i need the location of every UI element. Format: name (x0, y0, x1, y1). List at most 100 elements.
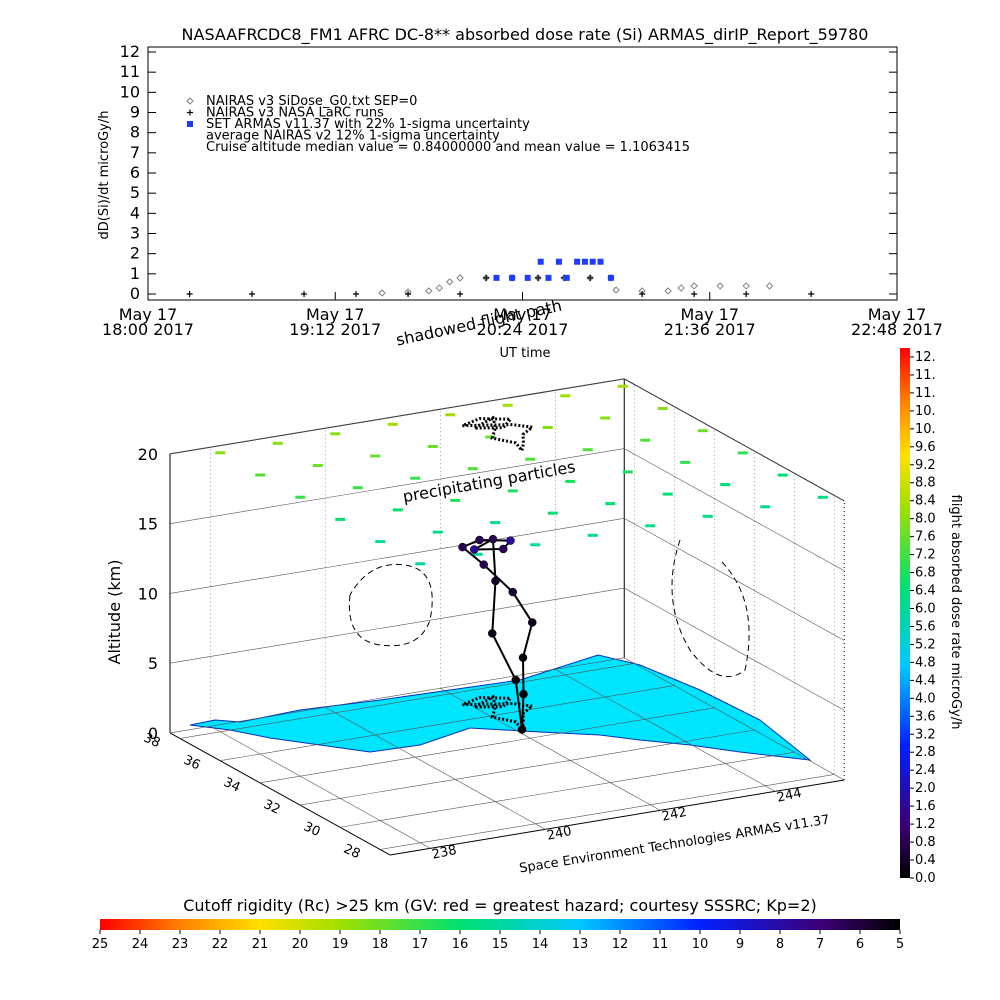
particle (432, 530, 443, 534)
grid-line (624, 448, 845, 571)
grid-line (624, 518, 845, 641)
colorbar-tick-label: 0.4 (915, 853, 936, 868)
x-tick-label: May 17 (119, 305, 178, 324)
marker (612, 286, 620, 294)
colorbar-tick-label: 8.8 (915, 476, 936, 491)
particle (582, 448, 593, 452)
particle (530, 543, 541, 547)
colorbar-tick-label: 20 (292, 937, 309, 952)
grid-line (169, 587, 625, 664)
particle (375, 540, 386, 544)
colorbar-label: flight absorbed dose rate microGy/h (948, 495, 963, 730)
colorbar-label: Cutoff rigidity (Rc) >25 km (GV: red = g… (183, 896, 817, 915)
marker (574, 258, 581, 265)
colorbar-tick-label: 10. (915, 404, 936, 419)
particle (502, 403, 513, 407)
marker (589, 258, 596, 265)
particle (472, 552, 483, 556)
grid-line (339, 751, 795, 828)
flight-point (488, 534, 498, 544)
y-tick-label: 6 (130, 163, 140, 182)
particle (370, 454, 381, 458)
marker (586, 274, 594, 282)
marker (639, 291, 646, 297)
flight-point (499, 544, 508, 554)
colorbar-tick-label: 12 (612, 937, 629, 952)
colorbar-tick-label: 6.4 (915, 584, 936, 599)
colorbar-tick-label: 7.6 (915, 530, 936, 545)
particle (450, 498, 461, 502)
particle (445, 413, 456, 417)
marker (677, 284, 685, 292)
flight-point (511, 675, 520, 685)
marker (187, 109, 193, 116)
particle (777, 473, 788, 477)
marker (597, 258, 604, 265)
particle (605, 502, 616, 506)
marker (563, 274, 570, 281)
grid-line (219, 685, 675, 761)
particle (622, 470, 633, 474)
colorbar-tick-label: 1.2 (915, 817, 936, 832)
colorbar-tick-label: 1.6 (915, 799, 936, 814)
particle (600, 416, 611, 420)
colorbar-tick-label: 14 (532, 937, 549, 952)
flight-point (518, 653, 528, 662)
particle (617, 384, 628, 388)
marker (765, 282, 774, 290)
legend-label: NAIRAS v3 NASA LaRC runs (206, 106, 384, 121)
marker (405, 291, 412, 297)
particle (640, 438, 651, 442)
particle (485, 435, 496, 439)
colorbar-tick-label: 4.0 (915, 691, 936, 706)
flight-point (508, 587, 517, 597)
y-tick-label: 2 (130, 244, 140, 263)
flight-point (488, 629, 497, 638)
particle (662, 492, 673, 496)
marker (607, 274, 614, 281)
grid-line (169, 657, 625, 734)
particle (547, 511, 558, 515)
grid-line (299, 729, 755, 806)
particle (565, 479, 576, 483)
colorbar-tick-label: 2.4 (915, 763, 936, 778)
marker (425, 287, 433, 295)
colorbar-tick-label: 3.2 (915, 727, 936, 742)
marker (482, 274, 490, 282)
colorbar-tick-label: 9.6 (915, 440, 936, 455)
colorbar-tick-label: 11 (652, 937, 669, 952)
particle (525, 457, 536, 461)
colorbar-tick-label: 9.2 (915, 458, 936, 473)
colorbar-tick-label: 2.0 (915, 781, 936, 796)
y-tick-label: 10 (120, 82, 140, 101)
grid-line (624, 587, 845, 711)
particle (272, 441, 283, 445)
grid-line (169, 518, 625, 594)
y-tick-label: 8 (130, 123, 140, 142)
colorbar-tick-label: 0.0 (915, 871, 936, 886)
flight-point (475, 535, 484, 545)
y-axis-label: dD(Si)/dt microGy/h (97, 111, 112, 240)
flight-point (470, 545, 479, 554)
marker (743, 291, 750, 297)
colorbar-tick-label: 10 (692, 937, 709, 952)
z-tick-label: 15 (138, 515, 158, 534)
particle (295, 495, 306, 499)
y-tick-label: 0 (130, 284, 140, 303)
grid-line (179, 663, 635, 739)
particle (657, 407, 668, 410)
marker (435, 284, 443, 292)
grid-line (259, 707, 715, 784)
x-tick-label: 21:36 2017 (664, 320, 756, 339)
marker (483, 274, 490, 281)
colorbar-tick-label: 8.0 (915, 512, 936, 527)
colorbar-tick-label: 4.8 (915, 655, 936, 670)
colorbar-tick-label: 8 (776, 937, 784, 952)
grid-line (555, 668, 776, 792)
z-tick-label: 0 (148, 724, 158, 743)
colorbar-tick-label: 22 (212, 937, 229, 952)
lat-tick-label: 28 (341, 842, 362, 863)
particle (720, 483, 731, 487)
x-axis-label: UT time (500, 346, 551, 361)
lat-tick-label: 38 (141, 731, 162, 752)
